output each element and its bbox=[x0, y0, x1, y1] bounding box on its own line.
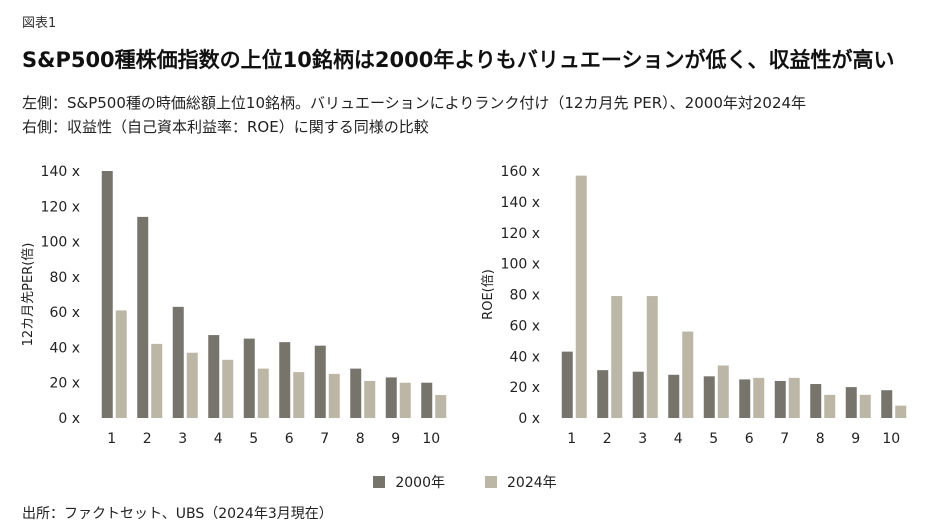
x-tick-label: 10 bbox=[882, 431, 900, 447]
y-tick-label: 160 x bbox=[501, 164, 540, 180]
bar-2000-2 bbox=[597, 370, 609, 418]
y-tick-label: 0 x bbox=[518, 411, 540, 427]
bar-2024-5 bbox=[717, 365, 729, 418]
bar-2000-8 bbox=[810, 384, 822, 418]
bar-2024-8 bbox=[824, 394, 836, 418]
chart-legend: 2000年 2024年 bbox=[0, 472, 930, 492]
bar-2000-6 bbox=[739, 379, 751, 418]
bar-2024-7 bbox=[788, 377, 800, 418]
y-tick-label: 100 x bbox=[41, 235, 80, 251]
chart-title: S&P500種株価指数の上位10銘柄は2000年よりもバリュエーションが低く、収… bbox=[22, 48, 895, 72]
x-tick-label: 8 bbox=[816, 431, 825, 447]
x-tick-label: 10 bbox=[422, 431, 440, 447]
bar-2024-6 bbox=[293, 372, 305, 418]
x-tick-label: 5 bbox=[709, 431, 718, 447]
bar-2000-1 bbox=[561, 351, 573, 418]
subtitle-left-description: 左側：S&P500種の時価総額上位10銘柄。バリュエーションによりランク付け（1… bbox=[22, 94, 807, 112]
y-axis-label: ROE(倍) bbox=[481, 269, 496, 320]
bar-2024-3 bbox=[646, 296, 658, 418]
y-tick-label: 120 x bbox=[501, 226, 540, 242]
bar-2024-10 bbox=[435, 395, 447, 418]
x-tick-label: 9 bbox=[391, 431, 400, 447]
legend-item-2024: 2024年 bbox=[485, 472, 557, 492]
bar-2000-9 bbox=[385, 377, 397, 418]
y-tick-label: 20 x bbox=[49, 376, 80, 392]
x-tick-label: 5 bbox=[249, 431, 258, 447]
per-bar-chart: 12カ月先PER(倍) 0 x 20 x 40 x 60 x 80 x 100 x 120 x… bbox=[21, 164, 447, 447]
legend-swatch-2024 bbox=[485, 476, 497, 488]
bar-2024-5 bbox=[257, 368, 269, 418]
bar-2024-10 bbox=[895, 405, 907, 418]
x-tick-label: 3 bbox=[638, 431, 647, 447]
bar-2024-7 bbox=[328, 373, 340, 418]
x-tick-label: 6 bbox=[285, 431, 294, 447]
x-tick-label: 1 bbox=[107, 431, 116, 447]
legend-label-2000: 2000年 bbox=[395, 475, 445, 491]
y-tick-label: 140 x bbox=[41, 164, 80, 180]
bar-2024-2 bbox=[611, 296, 623, 418]
x-tick-label: 8 bbox=[356, 431, 365, 447]
bar-2024-4 bbox=[222, 359, 234, 418]
bar-2024-2 bbox=[151, 343, 163, 418]
y-tick-label: 120 x bbox=[41, 199, 80, 215]
bar-2000-10 bbox=[421, 382, 433, 418]
y-tick-label: 60 x bbox=[49, 305, 80, 321]
bar-2000-5 bbox=[243, 338, 255, 418]
x-tick-label: 9 bbox=[851, 431, 860, 447]
x-tick-label: 7 bbox=[320, 431, 329, 447]
y-axis-label: 12カ月先PER(倍) bbox=[21, 243, 36, 347]
bar-2024-1 bbox=[115, 310, 127, 418]
bar-2024-8 bbox=[364, 380, 376, 418]
bar-2000-8 bbox=[350, 368, 362, 418]
bar-2000-1 bbox=[101, 171, 113, 418]
x-tick-label: 2 bbox=[603, 431, 612, 447]
legend-swatch-2000 bbox=[373, 476, 386, 488]
bar-2000-7 bbox=[314, 345, 326, 418]
subtitle-right-description: 右側：収益性（自己資本利益率：ROE）に関する同様の比較 bbox=[22, 118, 429, 136]
bar-2024-1 bbox=[575, 175, 587, 418]
bar-2024-4 bbox=[682, 331, 694, 418]
source-note: 出所：ファクトセット、UBS（2024年3月現在） bbox=[22, 506, 333, 522]
roe-bar-chart: ROE(倍) 0 x 20 x 40 x 60 x 80 x 100 x 120 x 140 x… bbox=[481, 164, 907, 447]
x-tick-label: 2 bbox=[143, 431, 152, 447]
x-tick-label: 4 bbox=[214, 431, 223, 447]
bar-2000-6 bbox=[279, 342, 291, 418]
x-tick-label: 7 bbox=[780, 431, 789, 447]
bar-2000-9 bbox=[845, 387, 857, 418]
y-tick-label: 100 x bbox=[501, 257, 540, 273]
x-tick-label: 6 bbox=[745, 431, 754, 447]
y-tick-label: 140 x bbox=[501, 195, 540, 211]
x-tick-label: 1 bbox=[567, 431, 576, 447]
bar-2000-2 bbox=[137, 216, 149, 418]
bar-2000-4 bbox=[208, 335, 220, 418]
bar-2024-9 bbox=[859, 394, 871, 418]
bar-2000-4 bbox=[668, 374, 680, 418]
bar-2000-3 bbox=[172, 306, 184, 418]
bar-2000-10 bbox=[881, 390, 893, 418]
bar-2000-7 bbox=[774, 380, 786, 418]
legend-label-2024: 2024年 bbox=[507, 475, 557, 491]
y-tick-label: 40 x bbox=[49, 340, 80, 356]
bar-2000-5 bbox=[703, 376, 715, 418]
y-tick-label: 20 x bbox=[509, 380, 540, 396]
x-tick-label: 4 bbox=[674, 431, 683, 447]
legend-item-2000: 2000年 bbox=[373, 472, 445, 492]
y-tick-label: 60 x bbox=[509, 318, 540, 334]
bar-2024-9 bbox=[399, 382, 411, 418]
y-tick-label: 80 x bbox=[509, 288, 540, 304]
bar-2024-6 bbox=[753, 377, 765, 418]
figure-label: 図表1 bbox=[22, 16, 57, 31]
y-tick-label: 40 x bbox=[509, 349, 540, 365]
bar-2024-3 bbox=[186, 352, 198, 418]
y-tick-label: 0 x bbox=[58, 411, 80, 427]
x-tick-label: 3 bbox=[178, 431, 187, 447]
bar-2000-3 bbox=[632, 371, 644, 418]
y-tick-label: 80 x bbox=[49, 270, 80, 286]
